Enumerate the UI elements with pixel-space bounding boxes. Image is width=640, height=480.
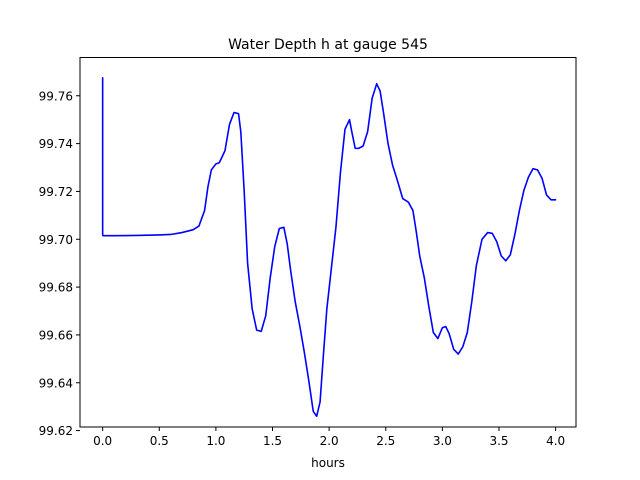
x-tick-label: 1.5 <box>263 434 282 448</box>
y-tick-label: 99.70 <box>39 233 73 247</box>
x-tick-label: 2.0 <box>320 434 339 448</box>
y-tick-label: 99.68 <box>39 281 73 295</box>
x-tick-label: 3.5 <box>489 434 508 448</box>
chart-title: Water Depth h at gauge 545 <box>228 37 428 53</box>
x-axis: 0.0 0.5 1.0 1.5 2.0 2.5 3.0 3.5 4.0 <box>93 427 565 448</box>
x-tick-label: 0.5 <box>150 434 169 448</box>
y-tick-label: 99.74 <box>39 137 73 151</box>
y-axis: 99.62 99.64 99.66 99.68 99.70 99.72 99.74 99.76 <box>39 89 80 438</box>
y-tick-label: 99.66 <box>39 328 73 342</box>
y-tick-label: 99.62 <box>39 424 73 438</box>
y-tick-label: 99.72 <box>39 185 73 199</box>
y-tick-label: 99.76 <box>39 89 73 103</box>
x-axis-label: hours <box>311 456 345 470</box>
x-tick-label: 1.0 <box>206 434 225 448</box>
axes-frame <box>79 57 577 428</box>
x-tick-label: 2.5 <box>376 434 395 448</box>
x-tick-label: 3.0 <box>433 434 452 448</box>
series-line-0 <box>101 77 557 418</box>
y-tick-label: 99.64 <box>39 376 73 390</box>
x-tick-label: 0.0 <box>93 434 112 448</box>
plot-area <box>101 77 557 418</box>
x-tick-label: 4.0 <box>546 434 565 448</box>
